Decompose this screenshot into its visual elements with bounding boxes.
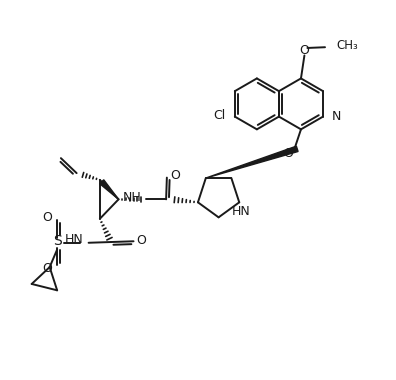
Text: HN: HN [65,233,84,246]
Polygon shape [206,146,298,178]
Text: O: O [42,211,52,224]
Text: O: O [136,234,146,247]
Text: Cl: Cl [213,109,225,122]
Text: HN: HN [232,205,251,218]
Text: O: O [42,262,52,275]
Text: NH: NH [122,191,141,204]
Text: N: N [331,110,341,123]
Text: CH₃: CH₃ [336,39,358,52]
Text: S: S [53,234,61,247]
Text: O: O [299,44,309,57]
Text: O: O [170,169,180,182]
Text: O: O [283,147,293,160]
Polygon shape [100,180,118,200]
